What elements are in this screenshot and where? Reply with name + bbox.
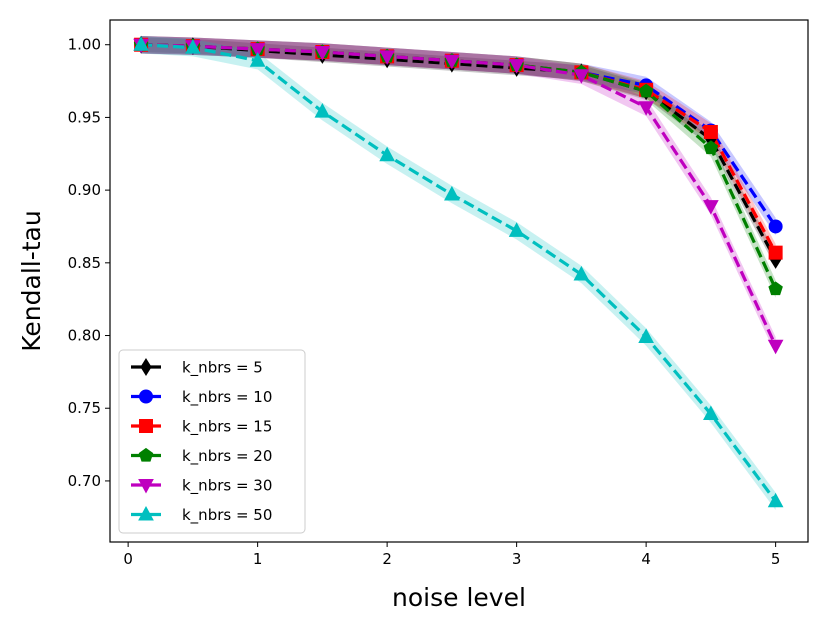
legend-label: k_nbrs = 10 — [182, 388, 272, 407]
point-series-4 — [249, 43, 266, 58]
point-series-3 — [768, 281, 783, 296]
x-tick-label: 3 — [512, 550, 522, 568]
point-series-5 — [314, 103, 331, 118]
y-tick-label: 0.95 — [68, 108, 101, 126]
point-series-4 — [508, 59, 525, 74]
series-markers — [133, 35, 784, 508]
confidence-bands — [141, 35, 776, 511]
x-axis-label: noise level — [392, 583, 526, 612]
point-series-5 — [638, 328, 654, 343]
y-tick-label: 0.90 — [68, 181, 101, 199]
plot-frame — [109, 19, 809, 543]
legend-marker — [139, 389, 153, 404]
legend-marker — [140, 358, 152, 376]
band-series-1 — [141, 35, 776, 236]
legend-label: k_nbrs = 15 — [182, 418, 272, 437]
point-series-3 — [703, 140, 719, 155]
point-series-5 — [703, 405, 719, 421]
y-tick-label: 1.00 — [68, 36, 101, 54]
legend-label: k_nbrs = 30 — [182, 477, 272, 496]
legend-label: k_nbrs = 20 — [182, 447, 272, 466]
legend-marker — [139, 419, 153, 433]
point-series-5 — [379, 146, 395, 162]
y-tick-label: 0.80 — [68, 327, 101, 345]
y-tick-label: 0.85 — [68, 254, 101, 272]
point-series-4 — [573, 69, 590, 84]
point-series-1 — [768, 219, 783, 234]
point-series-4 — [767, 339, 784, 355]
legend-label: k_nbrs = 50 — [182, 506, 272, 525]
point-series-4 — [444, 54, 460, 70]
y-axis-ticks: 0.70 0.75 0.80 0.85 0.90 0.95 1.00 — [68, 36, 110, 490]
x-tick-label: 1 — [253, 550, 263, 568]
point-series-5 — [249, 52, 266, 67]
point-series-5 — [185, 39, 201, 54]
point-series-4 — [314, 45, 331, 61]
point-series-2 — [768, 245, 783, 260]
y-axis-label: Kendall-tau — [17, 210, 46, 351]
legend-marker — [138, 447, 154, 462]
point-series-3 — [638, 83, 654, 98]
y-tick-label: 0.70 — [68, 472, 101, 490]
legend-box — [118, 349, 306, 534]
x-axis-ticks: 0 1 2 3 4 5 — [123, 542, 780, 568]
point-series-5 — [767, 492, 784, 508]
point-series-4 — [703, 200, 719, 215]
legend-marker — [138, 479, 154, 494]
x-tick-label: 0 — [123, 550, 133, 568]
x-tick-label: 4 — [641, 550, 651, 568]
point-series-4 — [638, 101, 654, 116]
x-tick-label: 5 — [771, 550, 781, 568]
point-series-5 — [508, 222, 525, 237]
point-series-5 — [133, 36, 149, 51]
legend-marker — [138, 505, 154, 521]
point-series-4 — [379, 50, 395, 65]
point-series-5 — [573, 265, 590, 281]
legend-label: k_nbrs = 5 — [182, 359, 263, 378]
point-series-5 — [444, 185, 460, 201]
x-tick-label: 2 — [382, 550, 392, 568]
legend: k_nbrs = 5 k_nbrs = 10 k_nbrs = 15 k_nbrs =… — [118, 349, 306, 534]
point-series-2 — [703, 124, 718, 139]
y-tick-label: 0.75 — [68, 399, 101, 417]
